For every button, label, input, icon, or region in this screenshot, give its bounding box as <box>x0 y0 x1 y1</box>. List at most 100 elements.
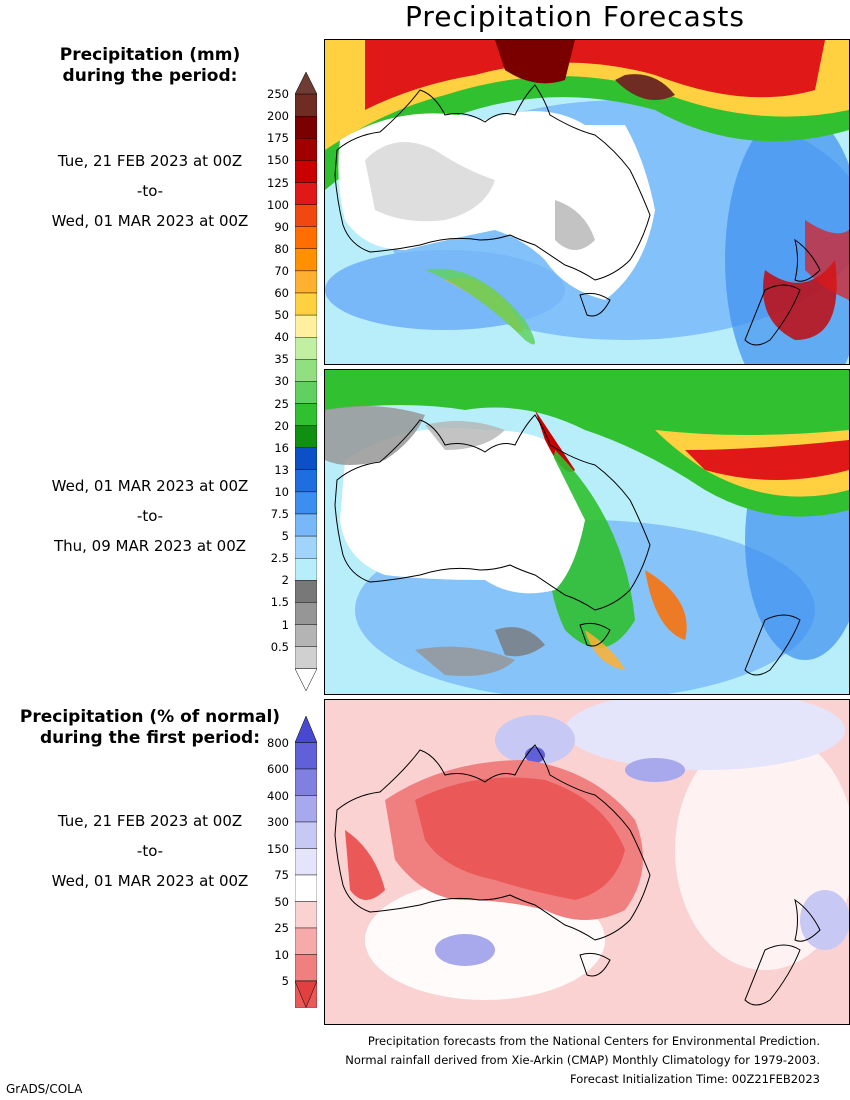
amount-scale-swatch <box>294 469 318 493</box>
amount-scale-label: 150 <box>267 153 289 168</box>
precip-map-2-graphic <box>325 370 849 694</box>
precip-map-1-graphic <box>325 40 849 364</box>
amount-scale-swatch <box>294 602 318 625</box>
percent-color-scale <box>294 715 318 1013</box>
percent-period-label: Tue, 21 FEB 2023 at 00Z -to- Wed, 01 MAR… <box>0 806 300 896</box>
percent-map-graphic <box>325 700 849 1024</box>
percent-scale-swatch <box>294 901 318 929</box>
amount-scale-swatch <box>294 425 318 448</box>
footer-line-1: Precipitation forecasts from the Nationa… <box>367 1034 820 1048</box>
amount-scale-label: 5 <box>281 529 289 544</box>
amount-scale-swatch <box>294 292 318 316</box>
percent-scale-swatch <box>294 821 318 849</box>
amount-scale-label: 40 <box>274 330 289 345</box>
amount-scale-swatch <box>294 558 318 581</box>
period-1-end: Wed, 01 MAR 2023 at 00Z <box>51 212 249 230</box>
percent-scale-label: 25 <box>274 921 289 935</box>
amount-title-line1: Precipitation (mm) <box>59 45 241 65</box>
map-panel-precip-period-2 <box>324 369 850 695</box>
amount-scale-top-arrow <box>294 71 318 95</box>
amount-scale-label: 70 <box>274 263 289 278</box>
amount-scale-swatch <box>294 93 318 117</box>
amount-scale-label: 25 <box>274 396 289 411</box>
percent-scale-label: 300 <box>267 815 289 829</box>
map-panel-percent-normal <box>324 699 850 1025</box>
amount-scale-swatch <box>294 204 318 227</box>
amount-scale-label: 35 <box>274 352 289 367</box>
percent-legend-title: Precipitation (% of normal) during the f… <box>0 707 300 749</box>
percent-scale-label: 75 <box>274 868 289 882</box>
period-1-separator: -to- <box>136 182 164 200</box>
amount-scale-swatch <box>294 624 318 647</box>
amount-scale-swatch <box>294 646 318 669</box>
period-1-start: Tue, 21 FEB 2023 at 00Z <box>57 152 243 170</box>
percent-scale-swatch <box>294 768 318 796</box>
percent-scale-swatch <box>294 742 318 770</box>
period-2-separator: -to- <box>136 507 164 525</box>
amount-scale-label: 60 <box>274 286 289 300</box>
grads-credit: GrADS/COLA <box>6 1082 83 1096</box>
amount-scale-label: 200 <box>267 109 289 124</box>
amount-scale-label: 80 <box>274 241 289 256</box>
percent-scale-swatch <box>294 795 318 823</box>
amount-scale-swatch <box>294 138 318 161</box>
amount-scale-swatch <box>294 314 318 338</box>
percent-scale-swatch <box>294 848 318 876</box>
amount-legend-title: Precipitation (mm) during the period: <box>0 45 300 87</box>
percent-scale-label: 800 <box>267 735 289 750</box>
amount-scale-swatch <box>294 116 318 139</box>
amount-scale-label: 1.5 <box>270 595 289 610</box>
percent-scale-label: 50 <box>274 894 289 909</box>
footer-notes: Precipitation forecasts from the Nationa… <box>345 1032 820 1089</box>
amount-scale-label: 50 <box>274 308 289 323</box>
period-2-label: Wed, 01 MAR 2023 at 00Z -to- Thu, 09 MAR… <box>0 471 300 561</box>
amount-scale-swatch <box>294 160 318 183</box>
amount-scale-swatch <box>294 403 318 426</box>
percent-scale-label: 400 <box>267 788 289 803</box>
amount-title-line2: during the period: <box>62 66 238 86</box>
amount-scale-label: 250 <box>267 87 289 102</box>
footer-line-3: Forecast Initialization Time: 00Z21FEB20… <box>570 1072 820 1086</box>
period-2-end: Thu, 09 MAR 2023 at 00Z <box>53 537 247 555</box>
amount-scale-swatch <box>294 381 318 404</box>
amount-scale-label: 2.5 <box>270 551 289 566</box>
amount-scale-swatch <box>294 580 318 603</box>
percent-scale-label: 600 <box>267 762 289 776</box>
amount-scale-label: 13 <box>274 462 289 477</box>
amount-scale-label: 125 <box>267 175 289 190</box>
amount-scale-swatch <box>294 491 318 515</box>
amount-scale-bottom-arrow <box>294 668 318 692</box>
amount-scale-swatch <box>294 535 318 559</box>
period-1-label: Tue, 21 FEB 2023 at 00Z -to- Wed, 01 MAR… <box>0 146 300 236</box>
amount-scale-label: 7.5 <box>270 507 289 521</box>
amount-color-scale <box>294 71 318 692</box>
amount-scale-swatch <box>294 513 318 537</box>
percent-period-end: Wed, 01 MAR 2023 at 00Z <box>51 872 249 890</box>
period-2-start: Wed, 01 MAR 2023 at 00Z <box>51 477 249 495</box>
percent-scale-swatch <box>294 874 318 902</box>
percent-scale-top-arrow <box>294 715 318 743</box>
amount-scale-swatch <box>294 248 318 272</box>
amount-scale-swatch <box>294 337 318 360</box>
percent-scale-label: 5 <box>281 974 289 988</box>
amount-scale-label: 10 <box>274 484 289 499</box>
amount-scale-label: 0.5 <box>270 639 289 654</box>
percent-scale-bottom-arrow <box>294 980 318 1009</box>
percent-scale-label: 150 <box>267 841 289 856</box>
percent-period-separator: -to- <box>136 842 164 860</box>
footer-line-2: Normal rainfall derived from Xie-Arkin (… <box>345 1053 820 1067</box>
amount-scale-label: 175 <box>267 131 289 146</box>
percent-title-line1: Precipitation (% of normal) <box>19 707 281 727</box>
amount-scale-swatch <box>294 182 318 205</box>
percent-scale-swatch <box>294 954 318 982</box>
amount-scale-swatch <box>294 226 318 249</box>
percent-period-start: Tue, 21 FEB 2023 at 00Z <box>57 812 243 830</box>
percent-color-scale-graphic <box>294 715 318 1009</box>
amount-scale-label: 100 <box>267 197 289 212</box>
page-title: Precipitation Forecasts <box>405 0 745 33</box>
amount-scale-label: 16 <box>274 440 289 455</box>
percent-scale-swatch <box>294 927 318 955</box>
amount-scale-swatch <box>294 270 318 294</box>
amount-scale-label: 30 <box>274 374 289 389</box>
percent-title-line2: during the first period: <box>39 728 261 748</box>
